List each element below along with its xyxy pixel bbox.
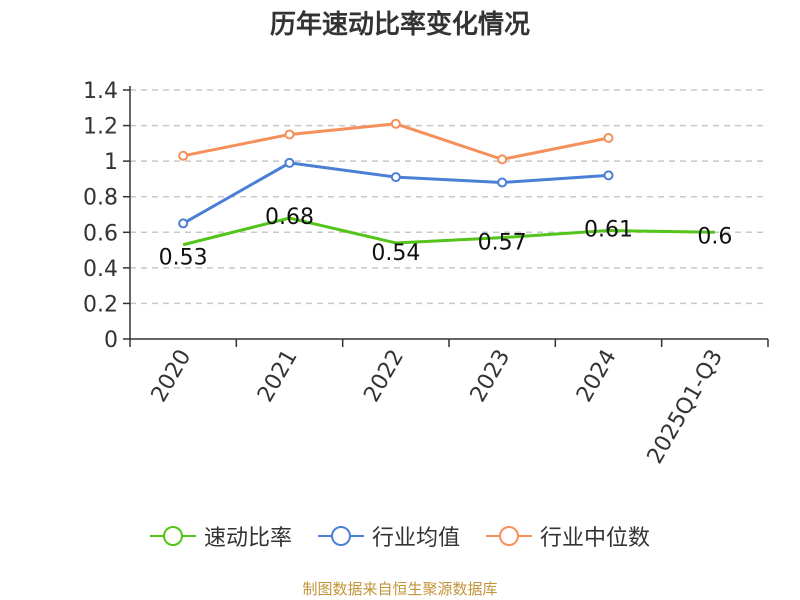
y-tick-label: 0.8 [83,186,118,211]
x-tick-label: 2023 [466,345,516,406]
y-tick-label: 0.2 [83,292,118,317]
series-line [182,161,609,225]
x-tick-label: 2024 [572,346,622,407]
legend-line-circle-icon [317,526,364,546]
legend-item-industry-median[interactable]: 行业中位数 [486,520,650,552]
y-tick-label: 0.4 [83,257,118,282]
data-label: 0.6 [697,224,732,249]
data-point [284,157,295,168]
data-point [284,129,295,140]
data-label: 0.68 [265,205,314,230]
legend-line-circle-icon [149,526,196,546]
x-tick-label: 2025Q1-Q3 [643,346,728,469]
data-label: 0.54 [371,241,420,266]
series-line [182,216,715,247]
legend-item-industry-mean[interactable]: 行业均值 [317,520,460,552]
legend-line-circle-icon [486,526,532,546]
data-label: 0.53 [159,246,208,271]
data-point [178,150,189,161]
data-point [390,118,401,129]
data-point [603,170,614,181]
legend-label: 行业均值 [371,526,460,551]
series-line [182,122,609,161]
x-tick-label: 2020 [147,346,197,407]
legend-label: 行业中位数 [540,526,651,551]
data-point [497,154,508,165]
legend: 速动比率 行业均值 行业中位数 [0,520,800,552]
data-point [497,177,508,188]
data-label: 0.57 [478,231,527,256]
y-tick-label: 1 [104,150,118,175]
data-source-note: 制图数据来自恒生聚源数据库 [302,580,498,598]
legend-item-quick-ratio[interactable]: 速动比率 [149,520,292,552]
line-chart: 0 0.2 0.4 0.6 0.8 1 1.2 1.4 2020 2021 2022 2023 2024… [83,79,769,469]
y-tick-label: 1.2 [83,115,118,140]
x-tick-label: 2021 [253,346,303,407]
chart-title: 历年速动比率变化情况 [269,10,530,40]
x-tick-label: 2022 [359,346,409,407]
y-tick-label: 0 [104,328,118,353]
data-label: 0.61 [584,218,633,243]
data-point [390,172,401,183]
data-point [178,218,189,229]
legend-label: 速动比率 [203,526,292,551]
data-point [603,133,614,144]
y-tick-label: 1.4 [83,79,118,104]
y-tick-label: 0.6 [83,221,118,246]
